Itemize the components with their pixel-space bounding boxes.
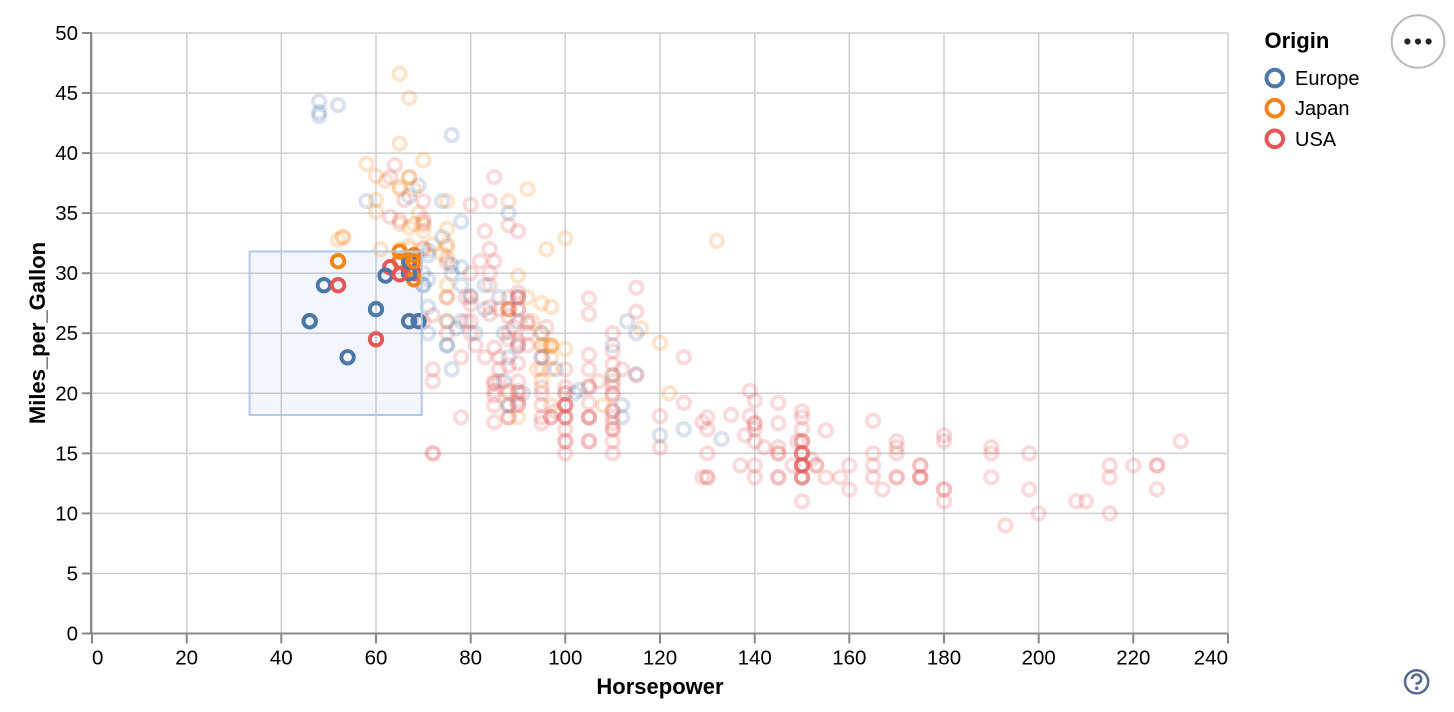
svg-text:20: 20 (55, 382, 78, 405)
svg-text:40: 40 (55, 142, 78, 165)
svg-text:35: 35 (55, 202, 78, 225)
svg-text:120: 120 (643, 647, 677, 670)
svg-text:60: 60 (365, 647, 388, 670)
svg-text:240: 240 (1194, 647, 1228, 670)
svg-text:180: 180 (927, 647, 961, 670)
svg-text:220: 220 (1116, 647, 1150, 670)
svg-text:10: 10 (55, 502, 78, 525)
svg-text:0: 0 (67, 623, 78, 646)
svg-text:Horsepower: Horsepower (596, 674, 724, 699)
svg-text:5: 5 (67, 563, 78, 586)
svg-text:0: 0 (92, 647, 103, 670)
svg-text:160: 160 (832, 647, 866, 670)
svg-text:15: 15 (55, 442, 78, 465)
svg-text:45: 45 (55, 82, 78, 105)
svg-text:25: 25 (55, 322, 78, 345)
svg-text:100: 100 (548, 647, 582, 670)
svg-text:20: 20 (175, 647, 198, 670)
svg-text:Origin: Origin (1265, 28, 1330, 53)
svg-text:Miles_per_Gallon: Miles_per_Gallon (25, 242, 50, 424)
svg-text:Europe: Europe (1295, 68, 1360, 90)
svg-text:USA: USA (1295, 129, 1337, 151)
svg-text:30: 30 (55, 262, 78, 285)
svg-text:50: 50 (55, 22, 78, 45)
svg-text:40: 40 (270, 647, 293, 670)
svg-text:Japan: Japan (1295, 98, 1350, 120)
svg-text:140: 140 (738, 647, 772, 670)
svg-text:200: 200 (1022, 647, 1056, 670)
svg-text:80: 80 (459, 647, 482, 670)
